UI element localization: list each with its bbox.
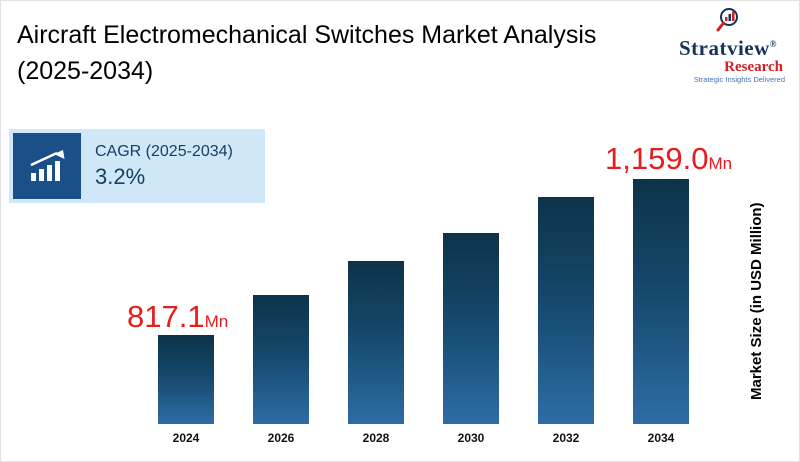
cagr-label: CAGR (2025-2034) — [95, 141, 233, 163]
x-tick-2034: 2034 — [648, 431, 675, 445]
bar-col-2026: 2026 — [253, 295, 309, 445]
bar-2024 — [158, 335, 214, 424]
x-tick-2026: 2026 — [268, 431, 295, 445]
data-label-2034: 1,159.0Mn — [605, 141, 732, 177]
logo-tagline: Strategic Insights Delivered — [667, 75, 789, 85]
registered-mark: ® — [770, 39, 777, 49]
data-label-2034-unit: Mn — [708, 154, 732, 173]
data-label-2024-unit: Mn — [205, 312, 229, 331]
bar-col-2034: 2034 — [633, 179, 689, 445]
data-label-2024: 817.1Mn — [127, 299, 228, 335]
data-label-2024-value: 817.1 — [127, 299, 205, 334]
bar-col-2032: 2032 — [538, 197, 594, 445]
bar-col-2024: 2024 — [158, 335, 214, 445]
bar-2026 — [253, 295, 309, 424]
title-line-1: Aircraft Electromechanical Switches Mark… — [17, 17, 637, 53]
bar-2030 — [443, 233, 499, 424]
logo-name: Stratview® — [667, 33, 789, 59]
growth-chart-icon-tile — [13, 133, 81, 199]
x-tick-2024: 2024 — [173, 431, 200, 445]
x-tick-2032: 2032 — [553, 431, 580, 445]
stratview-logo: Stratview® Research Strategic Insights D… — [667, 7, 789, 85]
bar-2028 — [348, 261, 404, 424]
title-line-2: (2025-2034) — [17, 53, 637, 89]
page-title: Aircraft Electromechanical Switches Mark… — [17, 17, 637, 89]
x-tick-2030: 2030 — [458, 431, 485, 445]
logo-name-text: Stratview — [679, 36, 770, 60]
bar-2032 — [538, 197, 594, 424]
x-tick-2028: 2028 — [363, 431, 390, 445]
slide: Aircraft Electromechanical Switches Mark… — [0, 0, 800, 462]
logo-sub: Research — [667, 59, 789, 75]
bar-col-2028: 2028 — [348, 261, 404, 445]
magnifier-chart-icon — [713, 7, 743, 33]
bar-col-2030: 2030 — [443, 233, 499, 445]
data-label-2034-value: 1,159.0 — [605, 141, 708, 176]
bar-2034 — [633, 179, 689, 424]
bars: 2024 2026 2028 2030 2032 2034 — [158, 179, 689, 445]
y-axis-label: Market Size (in USD Million) — [748, 181, 765, 421]
growth-chart-icon — [25, 147, 69, 185]
